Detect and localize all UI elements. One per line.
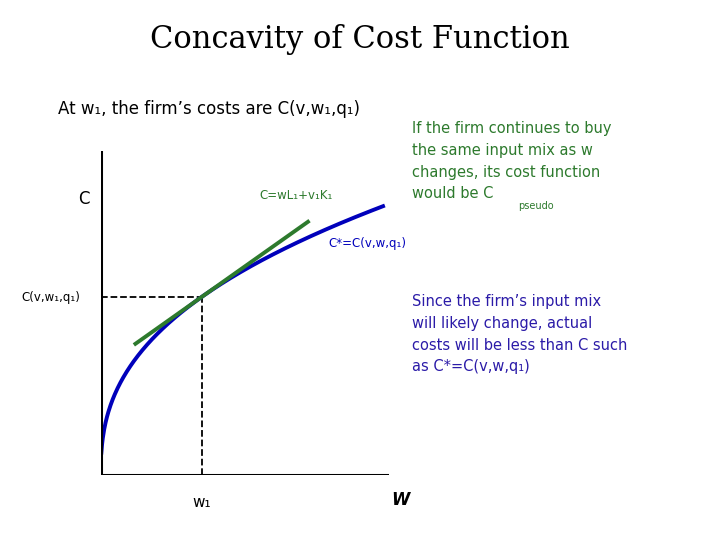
Text: If the firm continues to buy
the same input mix as w
changes, its cost function
: If the firm continues to buy the same in… [412,122,611,201]
Text: pseudo: pseudo [518,201,554,212]
Text: w₁: w₁ [192,495,211,510]
Text: C(v,w₁,q₁): C(v,w₁,q₁) [22,291,81,303]
Text: Since the firm’s input mix
will likely change, actual
costs will be less than C : Since the firm’s input mix will likely c… [412,294,627,374]
Text: W: W [391,491,410,509]
Text: At w₁, the firm’s costs are C(v,w₁,q₁): At w₁, the firm’s costs are C(v,w₁,q₁) [58,100,359,118]
Text: Concavity of Cost Function: Concavity of Cost Function [150,24,570,55]
Text: C*=C(v,w,q₁): C*=C(v,w,q₁) [328,237,406,249]
Text: C=wL₁+v₁K₁: C=wL₁+v₁K₁ [260,190,333,202]
Text: C: C [78,190,89,208]
